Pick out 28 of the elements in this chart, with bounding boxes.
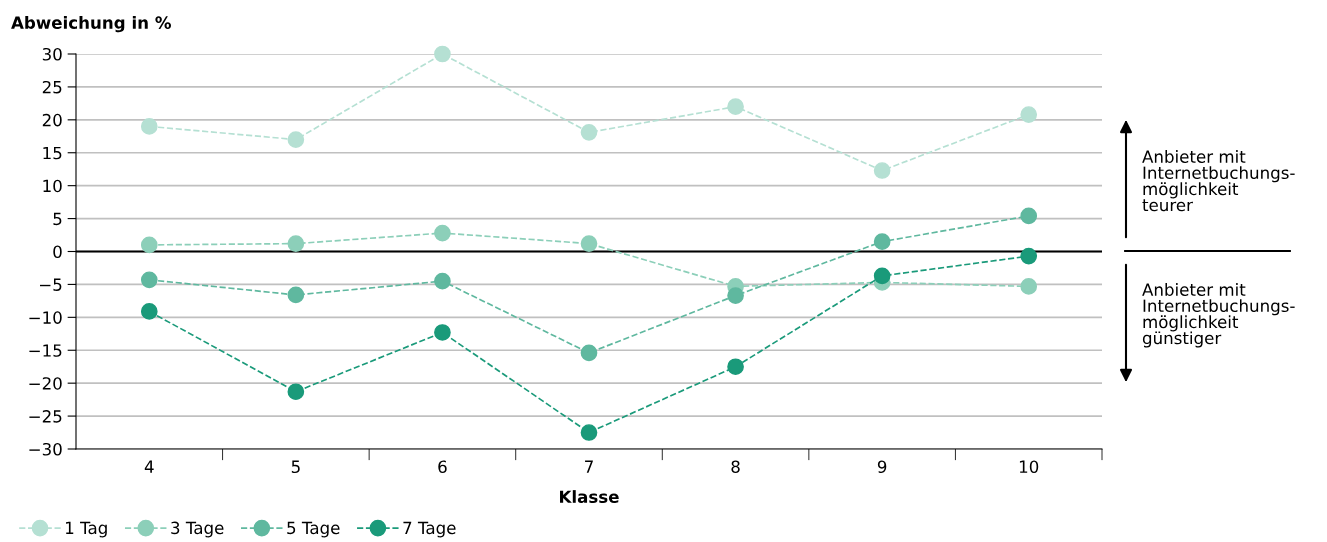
y-tick-label: −25 [29,410,62,423]
y-tick-label: 30 [42,47,62,61]
text: Anbieter mit Internetbuchungs- möglichkeit günstiger [1142,283,1295,348]
x-tick-label: 9 [877,460,887,474]
legend-label: 5 Tage [287,521,340,538]
y-tick-label: 0 [53,245,62,259]
text: Anbieter mit Internetbuchungs- möglichkeit teurer [1142,150,1295,212]
y-tick-label: −5 [40,278,62,291]
x-tick-label: 5 [291,460,300,474]
y-tick-label: −10 [29,311,62,324]
y-tick-label: 20 [42,113,62,127]
y-tick-label: 15 [43,146,62,160]
y-tick-label: −20 [29,377,62,390]
y-tick-label: 10 [43,179,62,193]
y-tick-label: 25 [42,80,62,94]
legend-label: 7 Tage [403,521,456,538]
y-axis-title: Abweichung in % [11,16,171,33]
x-tick-label: 6 [438,460,447,474]
x-tick-label: 4 [144,460,154,473]
y-tick-label: 5 [53,212,62,226]
x-tick-label: 10 [1019,460,1039,474]
y-tick-label: −15 [29,344,62,357]
y-tick-label: −30 [29,442,62,456]
x-tick-label: 8 [731,460,740,474]
x-tick-label: 7 [585,460,593,473]
x-axis-title: Klasse [560,490,619,504]
legend-label: 1 Tag [66,521,107,538]
legend-label: 3 Tage [171,521,224,538]
